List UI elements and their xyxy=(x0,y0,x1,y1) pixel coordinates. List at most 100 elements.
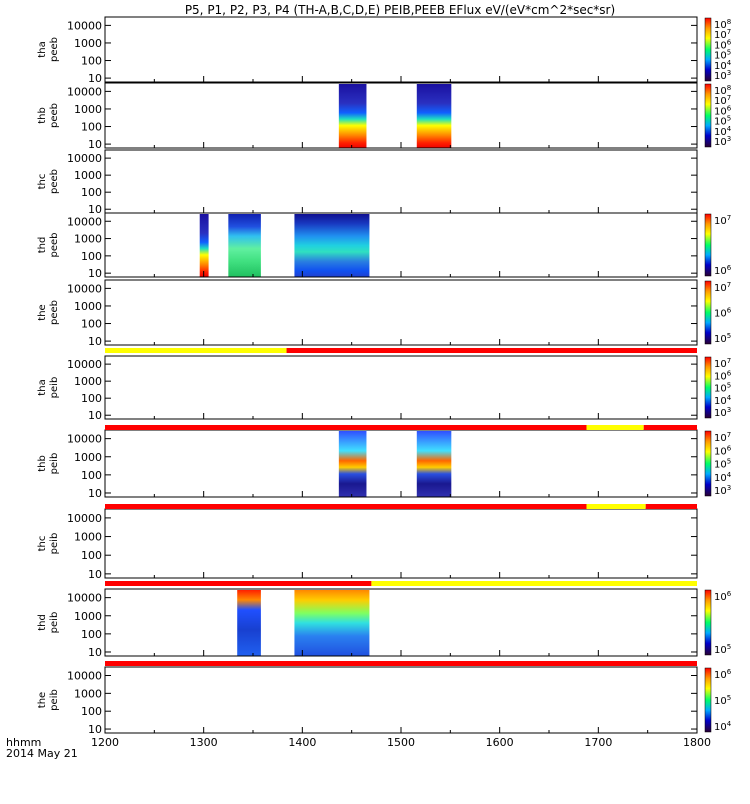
panel-thc-peib: 10 100 1000 10000 thc peib xyxy=(37,508,698,581)
panel-probe-label: thc xyxy=(37,536,48,552)
panel-probe-label: the xyxy=(37,304,48,320)
y-tick-label: 10 xyxy=(88,646,102,659)
panel-probe-label: thd xyxy=(37,614,48,631)
colorbar xyxy=(704,83,712,148)
panel-product-label: peeb xyxy=(49,233,60,258)
panel-probe-label: the xyxy=(37,692,48,708)
x-tick-label: 1200 xyxy=(91,736,119,749)
y-tick-label: 100 xyxy=(81,469,102,482)
colorbar xyxy=(704,356,712,419)
colorbar-tick-label: 106 xyxy=(714,307,732,320)
spectrogram-block xyxy=(199,214,209,277)
mode-bar xyxy=(105,581,697,586)
colorbar-tick-label: 105 xyxy=(714,382,731,395)
mode-bar-segment xyxy=(105,661,697,666)
colorbar-tick-label: 107 xyxy=(714,357,731,370)
y-tick-label: 10 xyxy=(88,568,102,581)
panel-frame xyxy=(104,82,698,149)
panel-probe-label: tha xyxy=(37,379,48,395)
colorbar-tick-label: 105 xyxy=(714,332,731,345)
colorbar-tick-label: 104 xyxy=(714,471,732,484)
y-tick-label: 10 xyxy=(88,72,102,85)
panel-frame xyxy=(104,355,698,420)
y-tick-label: 1000 xyxy=(74,37,102,50)
y-tick-label: 1000 xyxy=(74,610,102,623)
panel-product-label: peib xyxy=(49,533,60,555)
y-tick-label: 10 xyxy=(88,723,102,736)
colorbar-tick-label: 104 xyxy=(714,394,732,407)
spectrogram-block xyxy=(338,84,367,148)
panel-frame xyxy=(104,279,698,346)
y-tick-label: 100 xyxy=(81,318,102,331)
mode-bar xyxy=(105,348,697,353)
x-tick-label: 1700 xyxy=(584,736,612,749)
colorbar xyxy=(704,280,712,345)
x-tick-label: 1500 xyxy=(387,736,415,749)
y-tick-label: 10000 xyxy=(67,152,102,165)
colorbar xyxy=(704,667,712,733)
mode-bar xyxy=(105,425,697,430)
panel-frame xyxy=(104,16,698,83)
y-tick-label: 100 xyxy=(81,549,102,562)
panel-product-label: peeb xyxy=(49,37,60,62)
y-tick-label: 1000 xyxy=(74,233,102,246)
y-tick-label: 10000 xyxy=(67,592,102,605)
y-tick-label: 10000 xyxy=(67,670,102,683)
x-tick-label: 1400 xyxy=(288,736,316,749)
y-tick-label: 100 xyxy=(81,186,102,199)
panel-product-label: peib xyxy=(49,453,60,475)
panel-probe-label: thd xyxy=(37,237,48,254)
y-tick-label: 1000 xyxy=(74,300,102,313)
y-tick-label: 1000 xyxy=(74,103,102,116)
panel-probe-label: thb xyxy=(37,455,48,472)
y-tick-label: 10 xyxy=(88,267,102,280)
mode-bar-segment xyxy=(286,348,697,353)
mode-bar xyxy=(105,504,697,509)
colorbar-tick-label: 106 xyxy=(714,668,732,681)
panel-frame xyxy=(104,212,698,278)
time-format-label: hhmm xyxy=(6,736,41,749)
y-tick-label: 10000 xyxy=(67,512,102,525)
y-tick-label: 1000 xyxy=(74,687,102,700)
y-tick-label: 10000 xyxy=(67,215,102,228)
y-tick-label: 10 xyxy=(88,138,102,151)
mode-bar-segment xyxy=(643,425,697,430)
panel-product-label: peeb xyxy=(49,300,60,325)
y-tick-label: 10000 xyxy=(67,85,102,98)
y-tick-label: 100 xyxy=(81,121,102,134)
panel-frame xyxy=(104,588,698,657)
panel-product-label: peib xyxy=(49,689,60,711)
mode-bar-segment xyxy=(645,504,697,509)
y-tick-label: 1000 xyxy=(74,169,102,182)
x-axis: 1200 1300 1400 1500 1600 1700 1800 xyxy=(91,736,711,749)
colorbar-tick-label: 103 xyxy=(714,484,731,497)
panel-probe-label: thb xyxy=(37,107,48,124)
y-tick-label: 10000 xyxy=(67,19,102,32)
panel-probe-label: tha xyxy=(37,41,48,57)
spectrogram-block xyxy=(228,214,261,277)
colorbar xyxy=(704,213,712,277)
colorbar-tick-label: 107 xyxy=(714,214,731,227)
mode-bar xyxy=(105,661,697,666)
colorbar xyxy=(704,589,712,656)
colorbar-tick-label: 104 xyxy=(714,720,732,733)
y-tick-label: 100 xyxy=(81,55,102,68)
y-tick-label: 10 xyxy=(88,203,102,216)
spectrogram-block xyxy=(294,590,370,656)
y-tick-label: 10000 xyxy=(67,282,102,295)
colorbar-tick-label: 106 xyxy=(714,264,732,277)
y-tick-label: 10 xyxy=(88,487,102,500)
figure-title: P5, P1, P2, P3, P4 (TH-A,B,C,D,E) PEIB,P… xyxy=(185,3,615,17)
spectrogram-block xyxy=(294,214,370,277)
y-tick-label: 100 xyxy=(81,628,102,641)
spectrogram-block xyxy=(416,431,452,497)
colorbar-tick-label: 106 xyxy=(714,369,732,382)
colorbar-tick-label: 103 xyxy=(714,69,731,82)
colorbar-tick-label: 103 xyxy=(714,406,731,419)
panel-frame xyxy=(104,508,698,579)
y-tick-label: 100 xyxy=(81,250,102,263)
